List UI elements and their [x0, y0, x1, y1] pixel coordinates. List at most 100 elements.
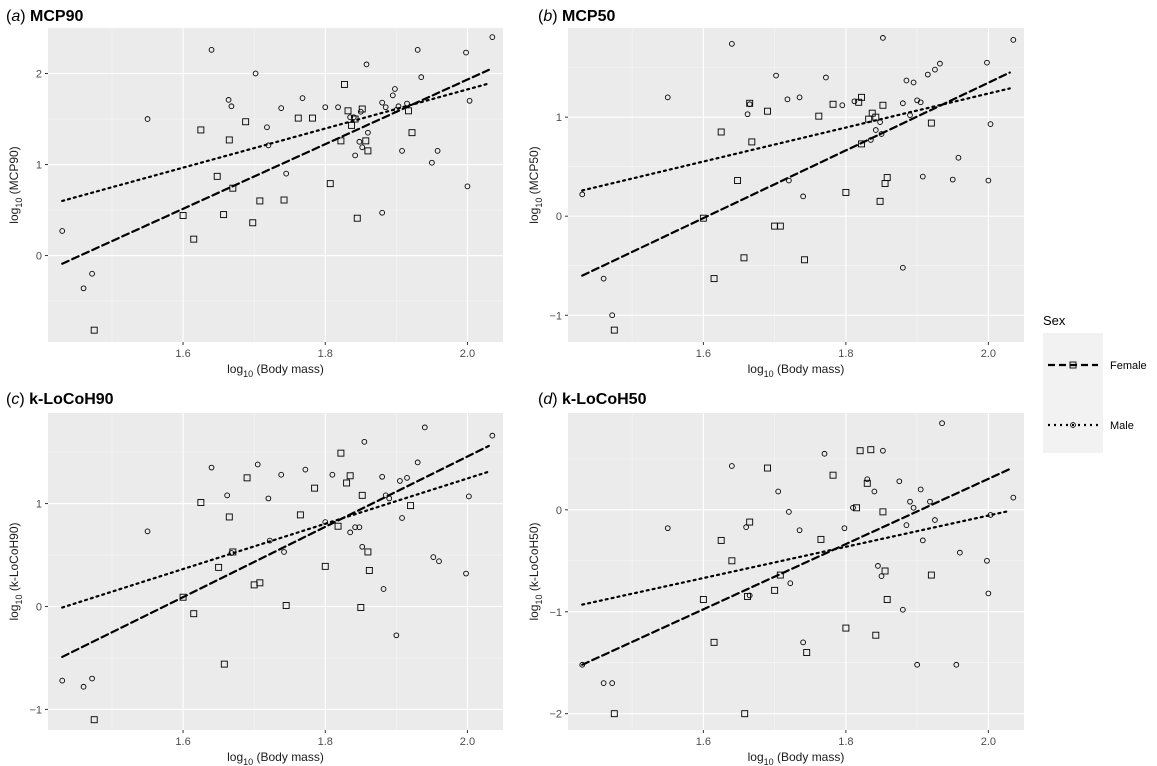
male-point: [350, 114, 357, 121]
female-point: [746, 518, 754, 526]
male-point: [379, 209, 385, 216]
y-tick-label: 1: [556, 112, 562, 124]
x-tick-label: 2.0: [981, 348, 996, 360]
female-point: [215, 563, 223, 571]
y-tick-label: 0: [556, 211, 562, 223]
female-point: [353, 214, 361, 222]
male-point: [365, 129, 371, 136]
male-point: [464, 183, 471, 190]
female-point: [334, 522, 342, 530]
legend: Sex Female Male: [1043, 313, 1147, 453]
female-point: [744, 593, 751, 600]
male-point: [746, 101, 753, 108]
male-point: [399, 515, 405, 521]
female-point: [337, 137, 345, 145]
y-axis-label: log10 (MCP90): [7, 146, 24, 223]
male-point: [746, 592, 753, 599]
female-point: [346, 472, 354, 480]
y-tick-label: 0: [36, 601, 42, 613]
male-point: [59, 228, 66, 234]
male-point: [841, 525, 848, 532]
x-tick-label: 1.6: [696, 348, 711, 360]
male-point: [907, 498, 913, 505]
male-point: [80, 285, 87, 292]
male-point: [463, 49, 469, 56]
plot-background: [48, 28, 503, 342]
male-point: [664, 94, 671, 101]
male-point: [985, 177, 992, 184]
male-point: [265, 142, 272, 149]
plot-background: [568, 413, 1024, 730]
female-point: [879, 508, 887, 516]
x-axis-label: log10 (Body mass): [227, 750, 324, 766]
male-point: [664, 525, 671, 532]
male-point: [932, 517, 938, 523]
male-point: [144, 116, 151, 122]
female-point: [710, 275, 718, 283]
male-point: [924, 71, 931, 78]
male-point: [985, 590, 992, 597]
male-point: [872, 127, 879, 133]
female-point: [699, 596, 707, 603]
female-point: [872, 631, 880, 639]
legend-circle-marker: [1070, 422, 1076, 428]
female-point: [856, 447, 864, 455]
female-point: [280, 196, 288, 204]
y-axis-label: log10 (MCP50): [527, 146, 544, 223]
male-point: [322, 104, 329, 111]
male-point: [489, 432, 496, 439]
male-point: [379, 99, 385, 106]
male-point: [463, 570, 469, 577]
male-point: [927, 498, 933, 505]
y-tick-label: −1: [549, 607, 562, 619]
plot-background: [48, 413, 503, 730]
male-point: [302, 466, 309, 473]
y-tick-label: 1: [36, 499, 42, 511]
y-tick-label: −1: [29, 704, 42, 716]
male-point: [466, 97, 473, 104]
female-point: [853, 504, 861, 512]
male-point: [352, 524, 358, 531]
male-point: [393, 632, 400, 639]
panel-title: (a) MCP90: [6, 8, 83, 25]
male-point: [228, 103, 235, 110]
female-point: [876, 197, 884, 205]
male-point: [418, 74, 425, 80]
male-point: [434, 148, 441, 154]
female-point: [867, 446, 875, 454]
female-point: [341, 80, 348, 88]
male-point: [579, 191, 586, 198]
male-point: [144, 528, 151, 535]
legend-label-male: Male: [1110, 420, 1134, 432]
x-tick-label: 1.8: [318, 736, 333, 748]
male-point: [823, 74, 829, 81]
x-tick-label: 2.0: [460, 736, 475, 748]
male-point: [363, 61, 370, 68]
female-point: [881, 567, 889, 575]
y-axis-label: log10 (k-LoCoH90): [7, 522, 24, 620]
male-point: [389, 92, 396, 99]
male-point: [347, 529, 353, 536]
female-point: [337, 449, 345, 457]
female-point: [364, 147, 372, 155]
male-point: [903, 522, 910, 528]
male-point: [984, 557, 990, 564]
male-point: [404, 100, 410, 107]
female-point: [858, 93, 865, 101]
female-point: [872, 113, 880, 121]
female-point: [229, 184, 237, 192]
female-point: [225, 513, 233, 521]
y-tick-label: −2: [549, 709, 562, 721]
fit-line-female: [581, 71, 1011, 277]
panel-title: (c) k-LoCoH90: [6, 391, 114, 408]
male-point: [357, 108, 364, 115]
male-point: [729, 40, 735, 47]
male-point: [265, 495, 272, 502]
female-point: [343, 479, 351, 487]
male-point: [404, 474, 410, 481]
female-point: [256, 197, 264, 205]
female-point: [858, 140, 865, 148]
female-point: [764, 464, 771, 472]
x-axis-label: log10 (Body mass): [748, 750, 845, 766]
female-point: [610, 710, 618, 718]
